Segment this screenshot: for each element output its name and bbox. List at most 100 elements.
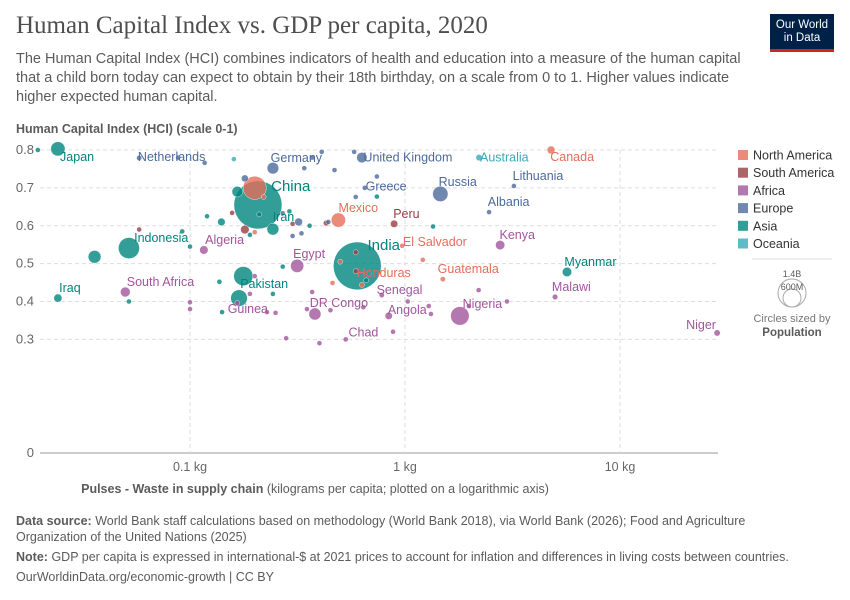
data-point[interactable] bbox=[286, 208, 293, 215]
data-point-mexico[interactable] bbox=[331, 212, 346, 228]
data-point[interactable] bbox=[289, 221, 296, 227]
data-point-japan[interactable] bbox=[50, 141, 66, 157]
owid-logo[interactable]: Our World in Data bbox=[770, 14, 834, 52]
data-point[interactable] bbox=[426, 303, 432, 309]
data-point[interactable] bbox=[283, 335, 289, 341]
data-point[interactable] bbox=[252, 273, 258, 279]
data-point[interactable] bbox=[329, 280, 336, 286]
data-point[interactable] bbox=[309, 289, 315, 295]
data-point-south-africa[interactable] bbox=[120, 286, 131, 298]
data-point[interactable] bbox=[390, 329, 396, 335]
data-point[interactable] bbox=[363, 277, 369, 283]
data-point-united-kingdom[interactable] bbox=[356, 152, 368, 164]
data-point-senegal[interactable] bbox=[378, 292, 385, 298]
data-point[interactable] bbox=[231, 156, 237, 162]
data-point[interactable] bbox=[241, 174, 249, 183]
legend-item[interactable]: Oceania bbox=[753, 237, 800, 251]
data-point[interactable] bbox=[240, 225, 250, 235]
data-point[interactable] bbox=[319, 149, 325, 155]
data-point[interactable] bbox=[175, 154, 181, 161]
data-point[interactable] bbox=[475, 287, 482, 293]
data-point[interactable] bbox=[294, 217, 303, 227]
data-point[interactable] bbox=[35, 147, 41, 153]
data-point-australia[interactable] bbox=[475, 154, 483, 161]
data-point-chad[interactable] bbox=[342, 336, 349, 343]
data-point-russia[interactable] bbox=[432, 186, 449, 202]
data-point[interactable] bbox=[126, 298, 132, 305]
data-point[interactable] bbox=[325, 219, 332, 225]
data-point-iraq[interactable] bbox=[53, 293, 63, 303]
data-point[interactable] bbox=[331, 167, 338, 173]
data-point[interactable] bbox=[229, 210, 235, 216]
data-point[interactable] bbox=[204, 213, 210, 219]
data-point[interactable] bbox=[353, 268, 359, 274]
data-point[interactable] bbox=[88, 250, 102, 264]
data-point[interactable] bbox=[374, 193, 380, 200]
legend-item[interactable]: North America bbox=[753, 149, 832, 163]
data-point[interactable] bbox=[247, 232, 253, 238]
data-point[interactable] bbox=[316, 340, 323, 346]
data-point-angola[interactable] bbox=[384, 312, 393, 320]
data-point[interactable] bbox=[405, 298, 411, 305]
data-point[interactable] bbox=[272, 310, 279, 316]
data-point[interactable] bbox=[306, 223, 313, 229]
source-url[interactable]: OurWorldinData.org/economic-growth | CC … bbox=[16, 570, 274, 584]
data-point-honduras[interactable] bbox=[359, 282, 365, 288]
data-point-guatemala[interactable] bbox=[440, 276, 446, 282]
data-point[interactable] bbox=[351, 149, 357, 155]
data-point[interactable] bbox=[304, 306, 310, 312]
data-point[interactable] bbox=[420, 257, 426, 263]
data-point[interactable] bbox=[298, 230, 305, 237]
data-point[interactable] bbox=[260, 194, 267, 200]
data-point[interactable] bbox=[234, 300, 241, 306]
data-point[interactable] bbox=[309, 154, 315, 161]
data-point-niger[interactable] bbox=[713, 329, 721, 337]
data-point-myanmar[interactable] bbox=[562, 267, 572, 277]
data-point[interactable] bbox=[280, 263, 286, 270]
data-point[interactable] bbox=[353, 194, 359, 200]
data-point[interactable] bbox=[362, 185, 368, 191]
data-point[interactable] bbox=[201, 160, 208, 166]
data-point-guinea[interactable] bbox=[264, 309, 270, 315]
data-point-peru[interactable] bbox=[390, 219, 398, 228]
data-point[interactable] bbox=[217, 217, 226, 226]
data-point-algeria[interactable] bbox=[199, 245, 209, 255]
legend-item[interactable]: Asia bbox=[753, 219, 777, 233]
data-point[interactable] bbox=[289, 233, 296, 239]
data-point-lithuania[interactable] bbox=[511, 183, 517, 189]
data-point[interactable] bbox=[256, 211, 262, 218]
data-point[interactable] bbox=[231, 186, 243, 198]
data-point-dr-congo[interactable] bbox=[308, 307, 322, 321]
data-point[interactable] bbox=[219, 309, 225, 315]
data-point[interactable] bbox=[216, 279, 223, 285]
data-point[interactable] bbox=[428, 311, 434, 317]
data-point-iran[interactable] bbox=[266, 222, 280, 236]
data-point[interactable] bbox=[242, 176, 267, 200]
data-point[interactable] bbox=[187, 243, 193, 250]
data-point[interactable] bbox=[187, 306, 193, 312]
data-point[interactable] bbox=[353, 249, 359, 255]
legend-item[interactable]: Africa bbox=[753, 184, 785, 198]
data-point[interactable] bbox=[187, 299, 193, 305]
data-point[interactable] bbox=[430, 223, 436, 230]
data-point[interactable] bbox=[301, 165, 307, 171]
data-point-greece[interactable] bbox=[374, 173, 380, 180]
data-point[interactable] bbox=[280, 210, 286, 216]
data-point-kenya[interactable] bbox=[495, 240, 505, 250]
legend-item[interactable]: South America bbox=[753, 166, 834, 180]
data-point[interactable] bbox=[252, 229, 258, 235]
data-point[interactable] bbox=[136, 226, 142, 233]
data-point[interactable] bbox=[247, 291, 253, 297]
data-point[interactable] bbox=[270, 291, 276, 297]
data-point[interactable] bbox=[504, 298, 510, 305]
data-point-indonesia[interactable] bbox=[118, 237, 140, 259]
data-point-germany[interactable] bbox=[266, 162, 279, 175]
data-point[interactable] bbox=[179, 228, 185, 235]
data-point-egypt[interactable] bbox=[290, 259, 304, 273]
data-point[interactable] bbox=[327, 307, 334, 313]
data-point-canada[interactable] bbox=[546, 145, 556, 155]
data-point[interactable] bbox=[360, 304, 367, 310]
data-point-netherlands[interactable] bbox=[136, 155, 142, 161]
data-point-el-salvador[interactable] bbox=[399, 243, 405, 249]
data-point-nigeria[interactable] bbox=[450, 306, 470, 326]
